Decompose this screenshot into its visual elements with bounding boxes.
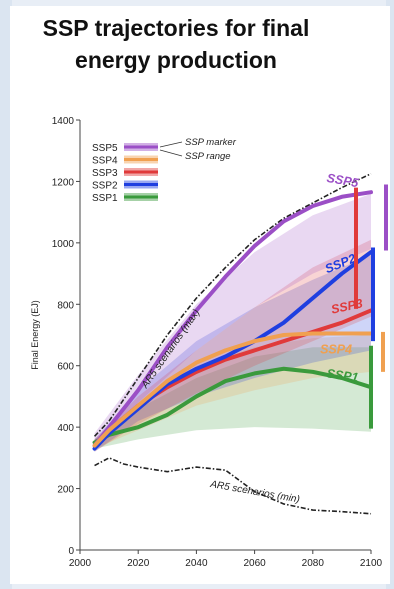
y-tick-label: 1000 bbox=[52, 239, 75, 250]
series-line-ssp4 bbox=[92, 331, 373, 448]
background-band-left bbox=[0, 0, 12, 589]
legend-marker-pointer bbox=[159, 141, 183, 148]
legend-label-ssp5: SSP5 bbox=[92, 143, 118, 154]
content-panel bbox=[10, 6, 390, 584]
side-range-bars bbox=[354, 184, 388, 429]
bound-line-ar5-scenarios-max bbox=[93, 173, 372, 437]
range-fill-ssp4 bbox=[94, 335, 372, 449]
x-tick-label: 2060 bbox=[243, 558, 266, 569]
series-line-ssp5 bbox=[92, 190, 373, 448]
x-tick-label: 2100 bbox=[360, 558, 383, 569]
legend-range-text: SSP range bbox=[185, 151, 231, 162]
legend-label-ssp4: SSP4 bbox=[92, 156, 118, 167]
y-tick-label: 200 bbox=[57, 485, 74, 496]
range-fill-ssp5 bbox=[94, 193, 372, 446]
legend-label-ssp3: SSP3 bbox=[92, 168, 118, 179]
y-tick-label: 800 bbox=[57, 300, 74, 311]
y-tick-label: 1200 bbox=[52, 177, 75, 188]
background-band-right bbox=[386, 0, 394, 589]
range-fill-ssp3 bbox=[94, 239, 372, 452]
legend-label-ssp2: SSP2 bbox=[92, 181, 118, 192]
y-tick-label: 600 bbox=[57, 362, 74, 373]
y-axis-label: Final Energy (EJ) bbox=[30, 300, 40, 370]
axes: 0 200 400 600 800 1000 1200 1400 2000 2020 2040 206… bbox=[30, 116, 383, 569]
legend-marker-text: SSP marker bbox=[185, 137, 237, 148]
annotation-ar5-scenarios-min: AR5 scenarios (min) bbox=[208, 479, 300, 506]
chart-title: SSP trajectories for final energy produc… bbox=[42, 15, 310, 73]
legend-range-pointer bbox=[159, 149, 183, 157]
annotation-ssp4: SSP4 bbox=[320, 342, 352, 356]
series-lines bbox=[92, 173, 373, 515]
x-tick-label: 2000 bbox=[69, 558, 92, 569]
x-tick-label: 2080 bbox=[302, 558, 325, 569]
x-tick-label: 2020 bbox=[127, 558, 150, 569]
x-tick-label: 2040 bbox=[185, 558, 208, 569]
series-line-ssp1 bbox=[92, 366, 373, 445]
annotation-ssp5: SSP5 bbox=[326, 171, 361, 191]
series-line-ssp2 bbox=[92, 250, 373, 451]
y-tick-label: 0 bbox=[68, 546, 74, 557]
y-tick-label: 1400 bbox=[52, 116, 75, 127]
y-tick-label: 400 bbox=[57, 423, 74, 434]
legend-label-ssp1: SSP1 bbox=[92, 193, 118, 204]
annotation-ssp1: SSP1 bbox=[326, 366, 360, 384]
